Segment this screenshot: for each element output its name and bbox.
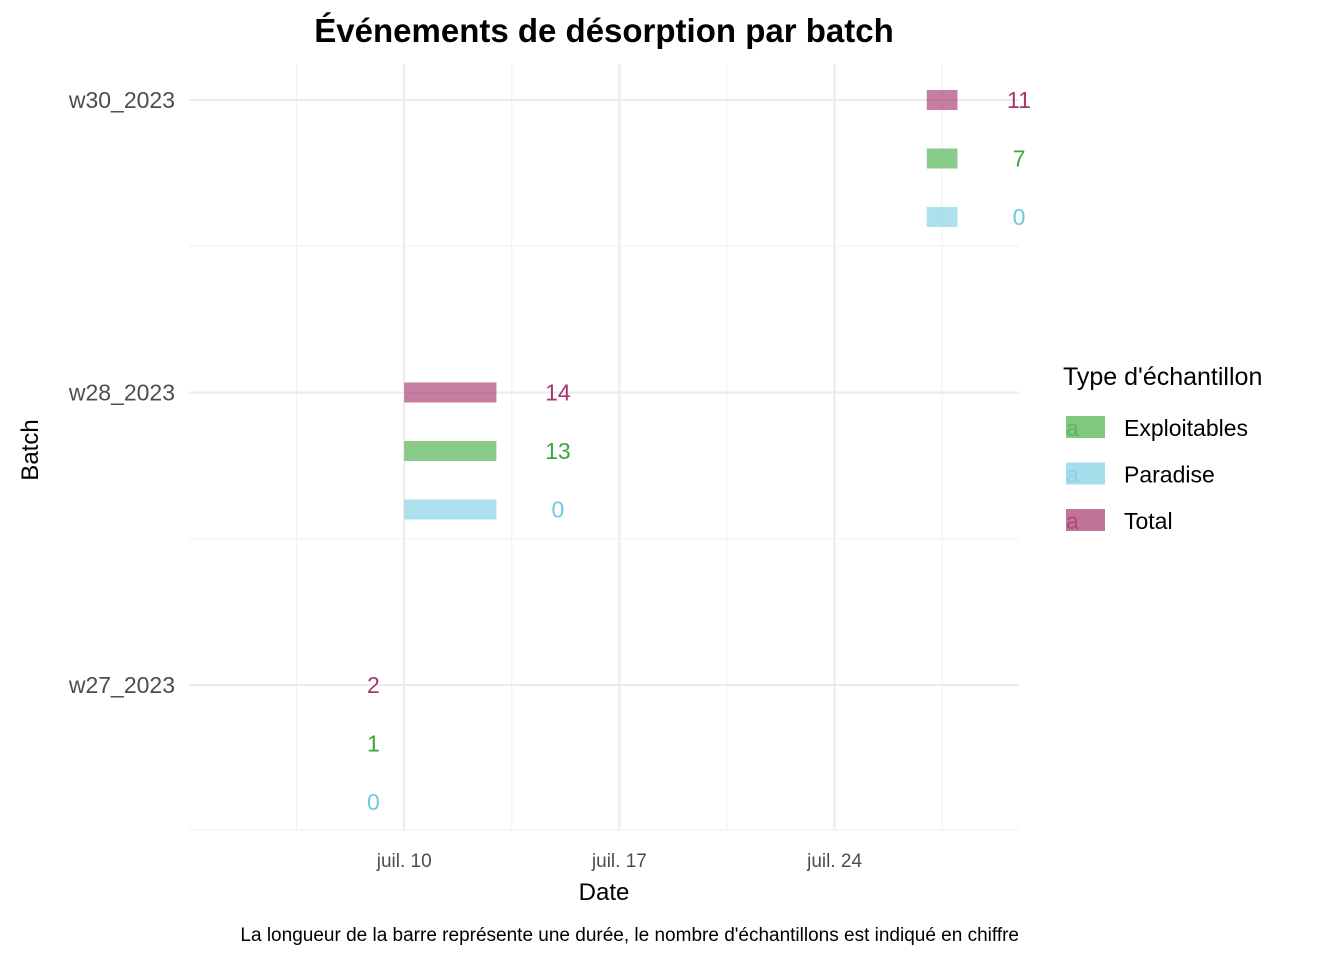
- legend-key: [1066, 416, 1105, 438]
- x-tick-label: juil. 24: [806, 851, 862, 872]
- y-tick-label: w30_2023: [68, 87, 175, 113]
- bar-segment: [926, 90, 958, 110]
- data-label: 2: [367, 672, 380, 698]
- bar-segment: [404, 499, 497, 520]
- legend: Type d'échantillon a Exploitables a Paradis…: [1063, 363, 1262, 534]
- bar-segment: [926, 148, 958, 169]
- legend-items: a Exploitables a Paradise a Total: [1066, 415, 1248, 534]
- data-label: 1: [367, 731, 380, 757]
- data-label: 0: [367, 789, 380, 815]
- legend-title: Type d'échantillon: [1063, 363, 1262, 391]
- legend-label: Paradise: [1124, 462, 1215, 488]
- data-label: 13: [545, 438, 571, 464]
- y-tick-label: w28_2023: [68, 380, 175, 406]
- data-label: 7: [1013, 146, 1026, 172]
- legend-label: Exploitables: [1124, 415, 1248, 441]
- y-axis-ticks: w27_2023 w28_2023 w30_2023: [68, 87, 175, 698]
- grid: [189, 64, 1019, 831]
- legend-label: Total: [1124, 508, 1173, 534]
- chart-caption: La longueur de la barre représente une d…: [240, 925, 1019, 946]
- chart-title: Événements de désorption par batch: [314, 12, 893, 49]
- x-tick-label: juil. 10: [376, 851, 432, 872]
- x-axis-ticks: juil. 10 juil. 17 juil. 24: [376, 851, 863, 872]
- x-tick-label: juil. 17: [591, 851, 647, 872]
- legend-key-glyph: a: [1066, 508, 1079, 534]
- bar-segment: [926, 207, 958, 227]
- x-axis-title: Date: [579, 879, 630, 906]
- y-axis-title: Batch: [17, 419, 44, 480]
- legend-key-glyph: a: [1066, 415, 1079, 441]
- data-label: 0: [551, 497, 564, 523]
- legend-key-glyph: a: [1066, 462, 1079, 488]
- bar-segment: [404, 441, 497, 461]
- data-label: 14: [545, 380, 571, 406]
- y-tick-label: w27_2023: [68, 672, 175, 698]
- legend-key: [1066, 462, 1105, 485]
- data-label: 11: [1007, 87, 1031, 113]
- legend-key: [1066, 509, 1105, 531]
- bars: [404, 90, 958, 520]
- bar-segment: [404, 382, 497, 403]
- data-label: 0: [1013, 204, 1026, 230]
